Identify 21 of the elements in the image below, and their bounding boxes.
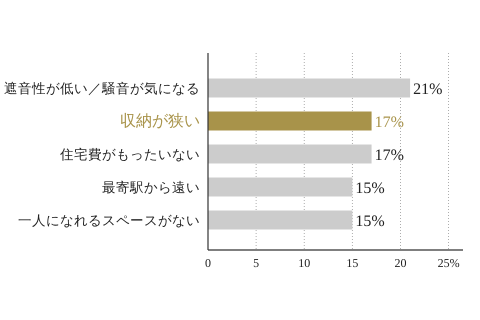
x-tick-label: 15 bbox=[346, 256, 358, 270]
x-tick-label: 5 bbox=[253, 256, 260, 270]
x-tick-label: 0 bbox=[205, 256, 211, 270]
x-tick-label: 25% bbox=[438, 256, 460, 270]
data-label: 15% bbox=[355, 213, 385, 230]
data-label: 15% bbox=[355, 180, 385, 197]
data-label: 17% bbox=[374, 114, 404, 131]
bar bbox=[208, 112, 372, 130]
y-tick-label: 住宅費がもったいない bbox=[59, 147, 200, 162]
data-label: 21% bbox=[413, 81, 442, 98]
x-tick-label: 20 bbox=[394, 256, 406, 270]
x-tick-label: 10 bbox=[298, 256, 310, 270]
bar bbox=[208, 78, 410, 98]
y-tick-label: 収納が狭い bbox=[120, 112, 200, 130]
y-tick-label: 遮音性が低い／騒音が気になる bbox=[4, 81, 200, 96]
bar bbox=[208, 178, 352, 196]
data-label: 17% bbox=[374, 147, 404, 164]
bar bbox=[208, 144, 372, 164]
y-tick-label: 最寄駅から遠い bbox=[102, 180, 200, 195]
y-tick-label: 一人になれるスペースがない bbox=[18, 213, 200, 228]
bar bbox=[208, 210, 352, 230]
